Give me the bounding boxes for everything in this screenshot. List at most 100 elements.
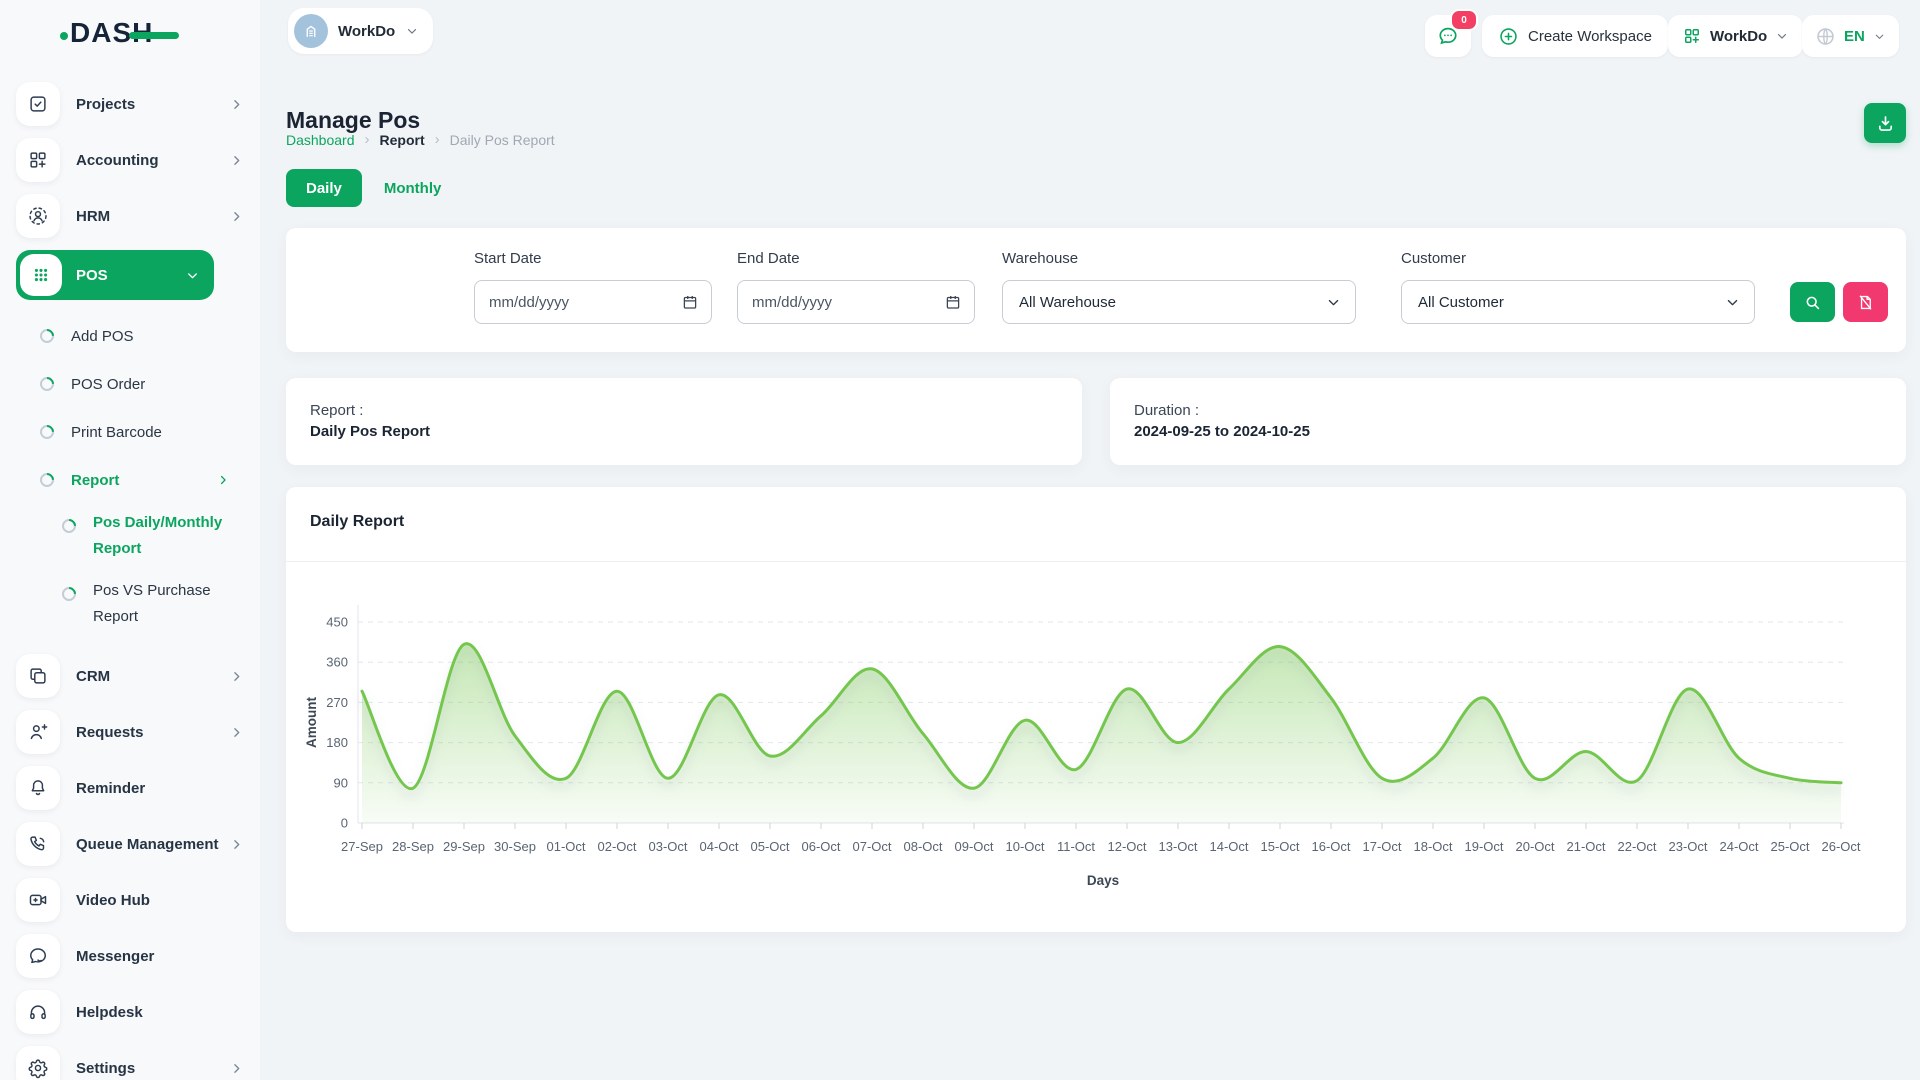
sidebar-item-helpdesk[interactable]: Helpdesk: [16, 990, 244, 1034]
svg-text:21-Oct: 21-Oct: [1566, 839, 1605, 854]
customer-group: Customer All Customer: [1401, 228, 1755, 352]
app-logo[interactable]: DASH: [70, 17, 153, 49]
chevron-right-icon: [229, 837, 244, 852]
start-date-input[interactable]: mm/dd/yyyy: [474, 280, 712, 324]
app-root: DASH WorkDo 0 Create Workspace: [0, 0, 1920, 1080]
sidebar-item-pos-daily-monthly-report[interactable]: Pos Daily/Monthly Report: [62, 504, 244, 572]
create-workspace-button[interactable]: Create Workspace: [1482, 15, 1668, 57]
hrm-icon: [27, 205, 49, 227]
svg-text:23-Oct: 23-Oct: [1668, 839, 1707, 854]
warehouse-select[interactable]: All Warehouse: [1002, 280, 1356, 324]
svg-text:17-Oct: 17-Oct: [1362, 839, 1401, 854]
video-icon: [27, 889, 49, 911]
svg-text:180: 180: [326, 735, 348, 750]
sidebar-icon-tile: [16, 82, 60, 126]
workspace-selector[interactable]: WorkDo: [288, 8, 433, 54]
tab-monthly[interactable]: Monthly: [384, 180, 442, 197]
svg-text:05-Oct: 05-Oct: [750, 839, 789, 854]
create-workspace-label: Create Workspace: [1528, 28, 1652, 45]
svg-text:29-Sep: 29-Sep: [443, 839, 485, 854]
sidebar-item-label: Video Hub: [76, 892, 150, 909]
report-value: Daily Pos Report: [310, 423, 430, 440]
sidebar-item-label: HRM: [76, 208, 110, 225]
messenger-icon: [27, 945, 49, 967]
customer-label: Customer: [1401, 250, 1466, 267]
sidebar-item-hrm[interactable]: HRM: [16, 194, 244, 238]
sidebar-item-label: Report: [71, 472, 119, 489]
sidebar-item-add-pos[interactable]: Add POS: [40, 312, 244, 360]
warehouse-label: Warehouse: [1002, 250, 1078, 267]
sidebar-item-settings[interactable]: Settings: [16, 1046, 244, 1080]
account-menu[interactable]: WorkDo: [1668, 15, 1803, 57]
sidebar-icon-tile: [16, 654, 60, 698]
svg-text:06-Oct: 06-Oct: [801, 839, 840, 854]
svg-text:12-Oct: 12-Oct: [1107, 839, 1146, 854]
area-fill: [362, 644, 1841, 823]
sidebar-item-print-barcode[interactable]: Print Barcode: [40, 408, 244, 456]
customer-select[interactable]: All Customer: [1401, 280, 1755, 324]
sidebar-icon-tile: [16, 710, 60, 754]
warehouse-group: Warehouse All Warehouse: [1002, 228, 1356, 352]
svg-text:28-Sep: 28-Sep: [392, 839, 434, 854]
svg-text:30-Sep: 30-Sep: [494, 839, 536, 854]
svg-text:0: 0: [341, 816, 348, 831]
svg-text:16-Oct: 16-Oct: [1311, 839, 1350, 854]
svg-text:270: 270: [326, 695, 348, 710]
chart-card-header: Daily Report: [286, 487, 1906, 562]
breadcrumb: Dashboard›Report›Daily Pos Report: [286, 131, 555, 148]
reset-filter-button[interactable]: [1843, 282, 1888, 322]
sidebar-icon-tile: [16, 822, 60, 866]
svg-text:Amount: Amount: [304, 697, 319, 748]
sidebar-item-crm[interactable]: CRM: [16, 654, 244, 698]
sidebar-item-label: CRM: [76, 668, 110, 685]
download-icon: [1875, 113, 1896, 134]
svg-text:07-Oct: 07-Oct: [852, 839, 891, 854]
chevron-right-icon: [229, 153, 244, 168]
end-date-input[interactable]: mm/dd/yyyy: [737, 280, 975, 324]
start-date-label: Start Date: [474, 250, 542, 267]
svg-text:27-Sep: 27-Sep: [341, 839, 383, 854]
sidebar-item-projects[interactable]: Projects: [16, 82, 244, 126]
svg-text:02-Oct: 02-Oct: [597, 839, 636, 854]
sidebar-item-label: Pos VS Purchase Report: [93, 578, 243, 630]
language-selector[interactable]: EN: [1802, 15, 1899, 57]
sidebar-item-pos-order[interactable]: POS Order: [40, 360, 244, 408]
breadcrumb-item-dashboard[interactable]: Dashboard: [286, 132, 355, 148]
download-report-button[interactable]: [1864, 103, 1906, 143]
sidebar-item-label: Helpdesk: [76, 1004, 143, 1021]
language-label: EN: [1844, 28, 1865, 45]
sidebar-item-pos[interactable]: POS: [16, 250, 214, 300]
chevron-down-icon: [1775, 29, 1789, 43]
sidebar-item-label: Requests: [76, 724, 144, 741]
svg-text:15-Oct: 15-Oct: [1260, 839, 1299, 854]
tab-daily[interactable]: Daily: [286, 169, 362, 207]
filter-card: Start Date mm/dd/yyyy End Date mm/dd/yyy…: [286, 228, 1906, 352]
chevron-right-icon: [229, 669, 244, 684]
sidebar-item-video-hub[interactable]: Video Hub: [16, 878, 244, 922]
breadcrumb-item-report[interactable]: Report: [380, 132, 425, 148]
sidebar-item-label: POS Order: [71, 376, 145, 393]
duration-label: Duration :: [1134, 402, 1199, 419]
sidebar-item-accounting[interactable]: Accounting: [16, 138, 244, 182]
sidebar-item-requests[interactable]: Requests: [16, 710, 244, 754]
sidebar-item-label: Print Barcode: [71, 424, 162, 441]
account-label: WorkDo: [1710, 28, 1767, 45]
sidebar-item-report[interactable]: Report: [40, 456, 244, 504]
svg-text:Days: Days: [1087, 873, 1119, 888]
plus-circle-icon: [1498, 26, 1519, 47]
messages-button[interactable]: 0: [1425, 15, 1471, 57]
sidebar-item-pos-vs-purchase-report[interactable]: Pos VS Purchase Report: [62, 572, 244, 640]
bullet-icon: [37, 374, 57, 394]
sidebar-item-messenger[interactable]: Messenger: [16, 934, 244, 978]
logo-dash-accent: [129, 32, 179, 39]
apply-filter-button[interactable]: [1790, 282, 1835, 322]
end-date-label: End Date: [737, 250, 800, 267]
svg-text:26-Oct: 26-Oct: [1821, 839, 1860, 854]
sidebar-item-queue-management[interactable]: Queue Management: [16, 822, 244, 866]
sidebar-icon-tile: [16, 990, 60, 1034]
svg-text:10-Oct: 10-Oct: [1005, 839, 1044, 854]
sidebar-item-reminder[interactable]: Reminder: [16, 766, 244, 810]
requests-icon: [27, 721, 49, 743]
svg-text:450: 450: [326, 615, 348, 630]
logo-dot-accent: [60, 32, 68, 40]
